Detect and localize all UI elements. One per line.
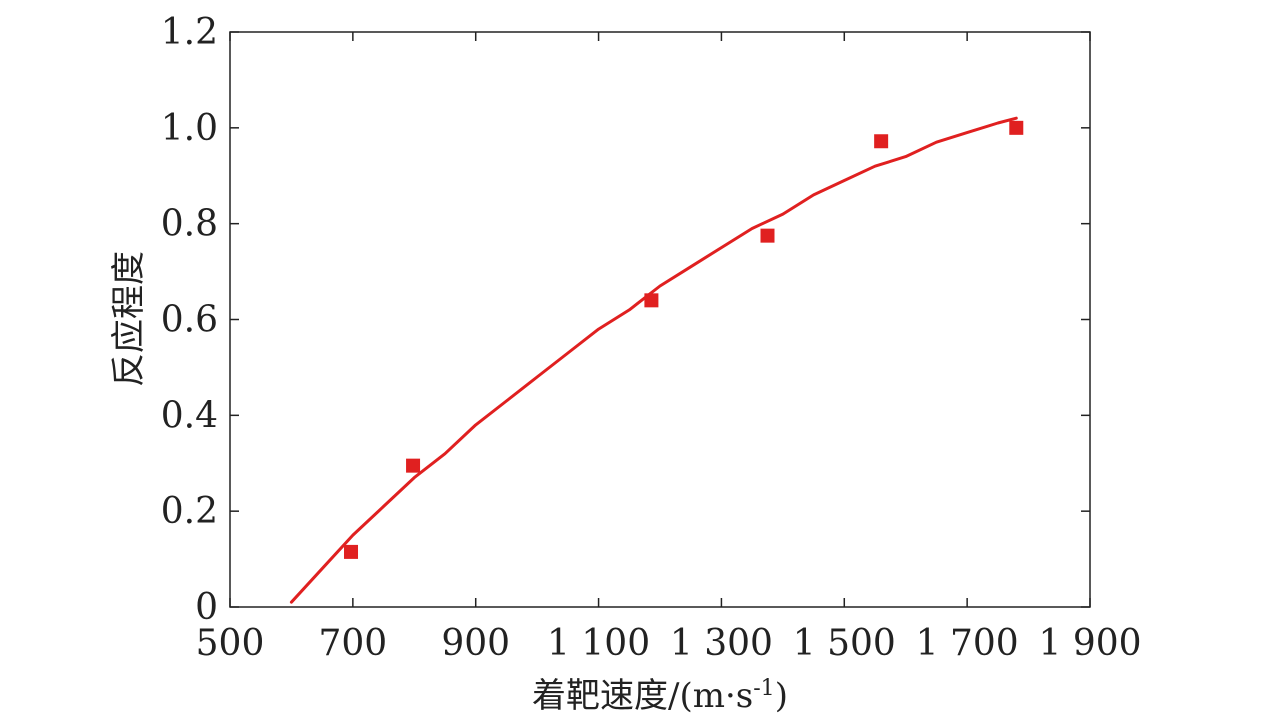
x-tick-label: 1 500 [793,623,896,664]
y-tick-label: 0.8 [161,204,218,245]
data-points [344,120,1024,559]
x-axis-title-main: 着靶速度/(m·s [532,676,753,716]
y-axis-tick-labels: 0 0.2 0.4 0.6 0.8 1.0 1.2 [161,12,218,628]
x-tick-label: 900 [441,623,510,664]
y-tick-label: 1.0 [161,108,218,149]
data-point-marker [874,134,889,149]
y-axis-ticks [230,31,1090,608]
x-tick-label: 700 [318,623,387,664]
y-tick-label: 1.2 [161,12,218,53]
x-tick-label: 1 300 [670,623,773,664]
plot-frame [229,31,1091,608]
fit-curve [289,116,1018,604]
y-axis-title: 反应程度 [109,251,149,387]
data-point-marker [406,458,421,473]
x-axis-tick-labels: 500 700 900 1 100 1 300 1 500 1 700 1 900 [196,623,1142,664]
y-tick-label: 0 [195,587,218,628]
x-axis-title-exponent: -1 [753,676,774,701]
x-tick-label: 1 900 [1038,623,1141,664]
y-tick-label: 0.6 [161,300,218,341]
fit-line-path [289,116,1018,604]
x-axis-title: 着靶速度/(m·s-1) [532,676,788,716]
x-axis-ticks [229,32,1091,607]
data-point-marker [644,293,659,308]
x-tick-label: 500 [196,623,265,664]
y-tick-label: 0.2 [161,491,218,532]
y-tick-label: 0.4 [161,395,218,436]
x-axis-title-close: ) [775,676,788,716]
data-point-marker [760,228,775,243]
data-point-marker [1009,120,1024,135]
data-point-marker [344,544,359,559]
x-tick-label: 1 700 [916,623,1019,664]
x-tick-label: 1 100 [547,623,650,664]
